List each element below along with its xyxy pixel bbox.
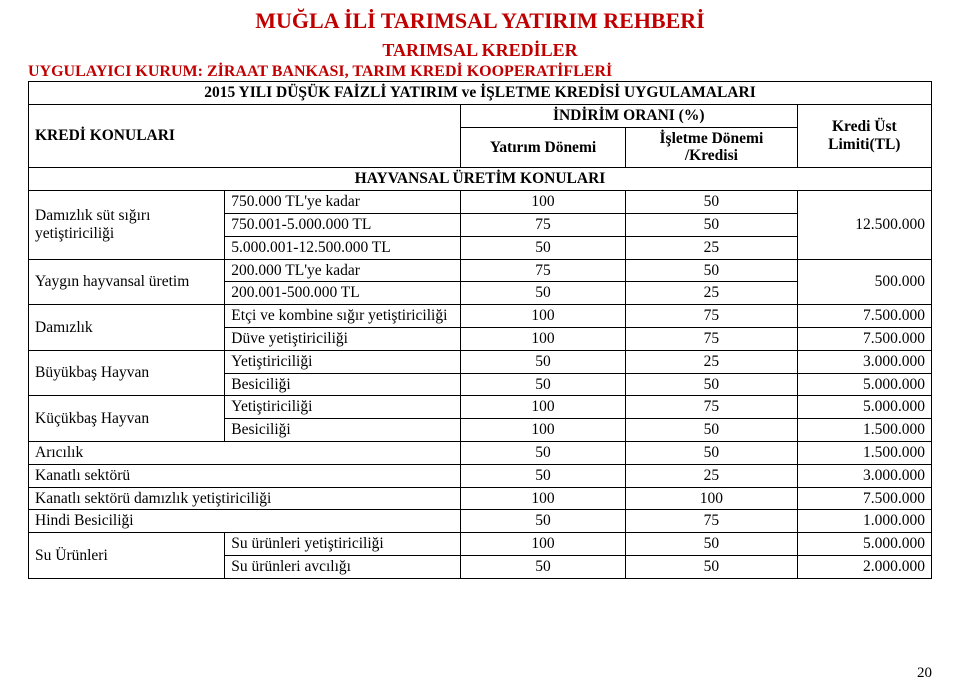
- value-cell: 50: [460, 236, 625, 259]
- value-cell: 50: [460, 556, 625, 579]
- discount-header: İNDİRİM ORANI (%): [460, 104, 797, 127]
- limit-cell: 500.000: [797, 259, 931, 305]
- value-cell: 75: [460, 213, 625, 236]
- value-cell: 50: [460, 510, 625, 533]
- value-cell: 50: [626, 373, 798, 396]
- limit-cell: 12.500.000: [797, 191, 931, 259]
- value-cell: 100: [460, 396, 625, 419]
- operate-header: İşletme Dönemi /Kredisi: [626, 127, 798, 168]
- limit-cell: 1.000.000: [797, 510, 931, 533]
- program-header: 2015 YILI DÜŞÜK FAİZLİ YATIRIM ve İŞLETM…: [29, 82, 932, 105]
- value-cell: 100: [460, 191, 625, 214]
- table-row: KREDİ KONULARI İNDİRİM ORANI (%) Kredi Ü…: [29, 104, 932, 127]
- row-label: Arıcılık: [29, 442, 461, 465]
- value-cell: 50: [626, 442, 798, 465]
- credit-table: 2015 YILI DÜŞÜK FAİZLİ YATIRIM ve İŞLETM…: [28, 81, 932, 579]
- tier-cell: Su ürünleri avcılığı: [225, 556, 461, 579]
- value-cell: 100: [460, 487, 625, 510]
- limit-cell: 5.000.000: [797, 373, 931, 396]
- value-cell: 75: [626, 305, 798, 328]
- tier-cell: Su ürünleri yetiştiriciliği: [225, 533, 461, 556]
- tier-cell: 750.001-5.000.000 TL: [225, 213, 461, 236]
- table-row: Su Ürünleri Su ürünleri yetiştiriciliği …: [29, 533, 932, 556]
- page-subtitle: TARIMSAL KREDİLER: [28, 40, 932, 61]
- table-row: Arıcılık 50 50 1.500.000: [29, 442, 932, 465]
- table-row: Yaygın hayvansal üretim 200.000 TL'ye ka…: [29, 259, 932, 282]
- limit-header: Kredi Üst Limiti(TL): [797, 104, 931, 167]
- table-row: Büyükbaş Hayvan Yetiştiriciliği 50 25 3.…: [29, 350, 932, 373]
- row-label: Kanatlı sektörü: [29, 464, 461, 487]
- tier-cell: 200.000 TL'ye kadar: [225, 259, 461, 282]
- limit-cell: 1.500.000: [797, 419, 931, 442]
- limit-cell: 3.000.000: [797, 464, 931, 487]
- value-cell: 50: [460, 464, 625, 487]
- limit-cell: 1.500.000: [797, 442, 931, 465]
- limit-cell: 2.000.000: [797, 556, 931, 579]
- row-label: Kanatlı sektörü damızlık yetiştiriciliği: [29, 487, 461, 510]
- tier-cell: Etçi ve kombine sığır yetiştiriciliği: [225, 305, 461, 328]
- row-label: Damızlık: [29, 305, 225, 351]
- tier-cell: Yetiştiriciliği: [225, 396, 461, 419]
- tier-cell: 5.000.001-12.500.000 TL: [225, 236, 461, 259]
- value-cell: 50: [460, 373, 625, 396]
- section-row: HAYVANSAL ÜRETİM KONULARI: [29, 168, 932, 191]
- row-label: Hindi Besiciliği: [29, 510, 461, 533]
- table-row: Damızlık Etçi ve kombine sığır yetiştiri…: [29, 305, 932, 328]
- value-cell: 100: [460, 305, 625, 328]
- value-cell: 50: [626, 533, 798, 556]
- invest-header: Yatırım Dönemi: [460, 127, 625, 168]
- value-cell: 100: [460, 533, 625, 556]
- value-cell: 50: [626, 213, 798, 236]
- limit-cell: 7.500.000: [797, 327, 931, 350]
- value-cell: 50: [626, 259, 798, 282]
- tier-cell: 200.001-500.000 TL: [225, 282, 461, 305]
- value-cell: 50: [626, 556, 798, 579]
- tier-cell: Besiciliği: [225, 419, 461, 442]
- tier-cell: 750.000 TL'ye kadar: [225, 191, 461, 214]
- limit-cell: 5.000.000: [797, 396, 931, 419]
- table-row: Kanatlı sektörü damızlık yetiştiriciliği…: [29, 487, 932, 510]
- value-cell: 100: [626, 487, 798, 510]
- table-row: Kanatlı sektörü 50 25 3.000.000: [29, 464, 932, 487]
- value-cell: 75: [626, 396, 798, 419]
- limit-cell: 5.000.000: [797, 533, 931, 556]
- org-line: UYGULAYICI KURUM: ZİRAAT BANKASI, TARIM …: [28, 63, 932, 81]
- value-cell: 25: [626, 350, 798, 373]
- value-cell: 25: [626, 464, 798, 487]
- row-label: Büyükbaş Hayvan: [29, 350, 225, 396]
- topics-header: KREDİ KONULARI: [29, 104, 461, 167]
- section-animal: HAYVANSAL ÜRETİM KONULARI: [29, 168, 932, 191]
- tier-cell: Besiciliği: [225, 373, 461, 396]
- value-cell: 25: [626, 282, 798, 305]
- table-row: 2015 YILI DÜŞÜK FAİZLİ YATIRIM ve İŞLETM…: [29, 82, 932, 105]
- value-cell: 75: [460, 259, 625, 282]
- value-cell: 100: [460, 419, 625, 442]
- page-number: 20: [917, 665, 932, 682]
- value-cell: 75: [626, 510, 798, 533]
- value-cell: 50: [626, 191, 798, 214]
- value-cell: 75: [626, 327, 798, 350]
- table-row: Damızlık süt sığırı yetiştiriciliği 750.…: [29, 191, 932, 214]
- row-label: Yaygın hayvansal üretim: [29, 259, 225, 305]
- tier-cell: Yetiştiriciliği: [225, 350, 461, 373]
- table-row: Hindi Besiciliği 50 75 1.000.000: [29, 510, 932, 533]
- value-cell: 50: [460, 442, 625, 465]
- table-row: Küçükbaş Hayvan Yetiştiriciliği 100 75 5…: [29, 396, 932, 419]
- limit-cell: 3.000.000: [797, 350, 931, 373]
- value-cell: 50: [460, 350, 625, 373]
- row-label: Damızlık süt sığırı yetiştiriciliği: [29, 191, 225, 259]
- row-label: Küçükbaş Hayvan: [29, 396, 225, 442]
- page-title: MUĞLA İLİ TARIMSAL YATIRIM REHBERİ: [28, 8, 932, 34]
- value-cell: 100: [460, 327, 625, 350]
- value-cell: 50: [626, 419, 798, 442]
- value-cell: 50: [460, 282, 625, 305]
- tier-cell: Düve yetiştiriciliği: [225, 327, 461, 350]
- row-label: Su Ürünleri: [29, 533, 225, 579]
- limit-cell: 7.500.000: [797, 305, 931, 328]
- value-cell: 25: [626, 236, 798, 259]
- limit-cell: 7.500.000: [797, 487, 931, 510]
